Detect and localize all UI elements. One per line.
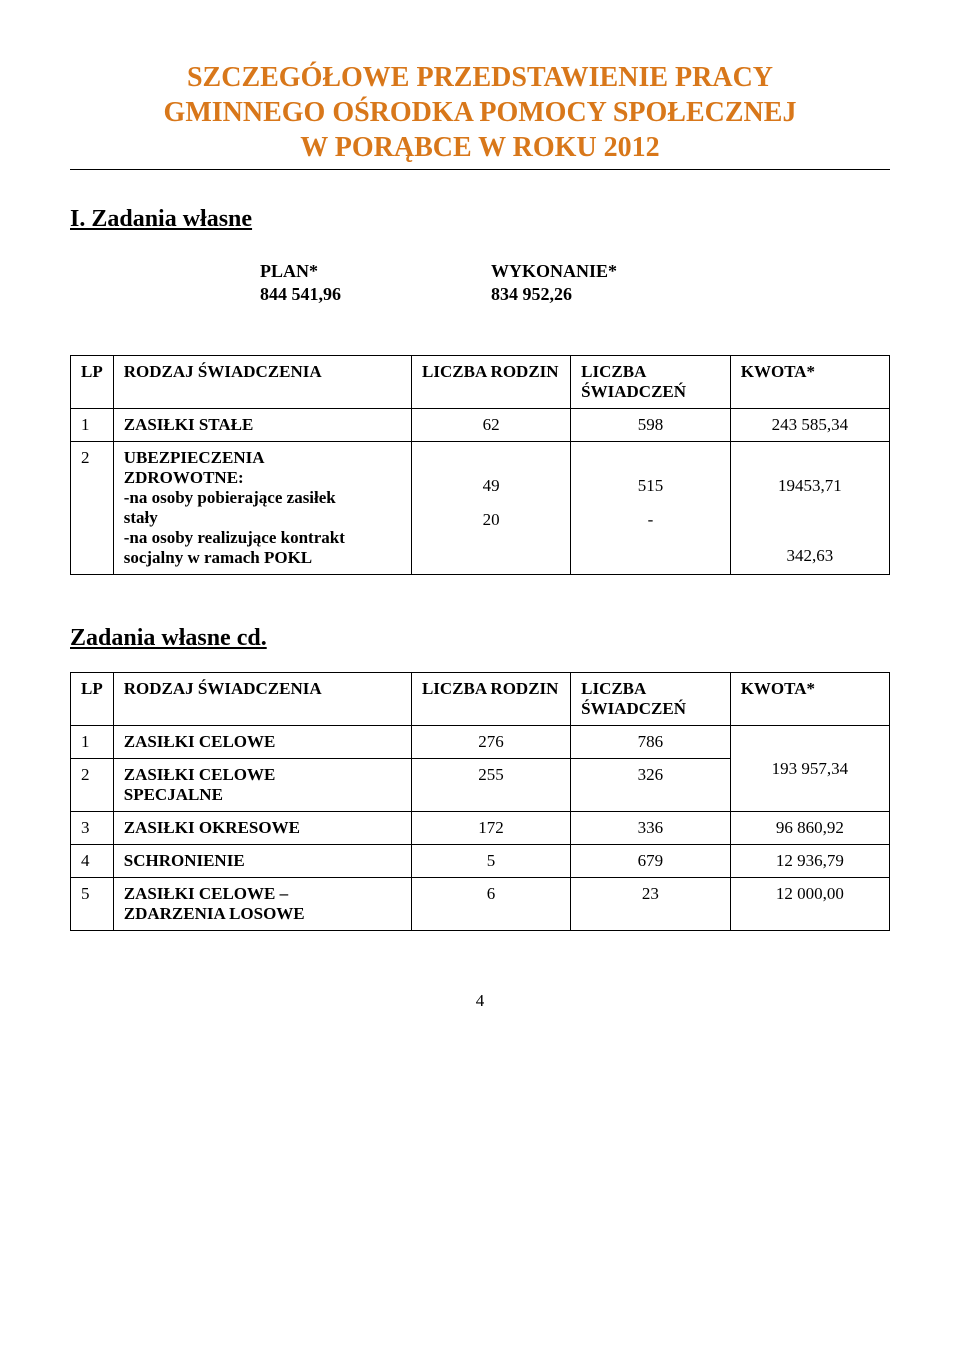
th-rodzaj: RODZAJ ŚWIADCZENIA <box>113 673 411 726</box>
plan-col: PLAN* 844 541,96 <box>260 261 341 305</box>
wykonanie-value: 834 952,26 <box>491 284 617 305</box>
cell-swiad: 786 <box>571 726 731 759</box>
cell-lp: 1 <box>71 409 114 442</box>
title-line-3: W PORĄBCE W ROKU 2012 <box>70 130 890 165</box>
document-title: SZCZEGÓŁOWE PRZEDSTAWIENIE PRACY GMINNEG… <box>70 60 890 165</box>
section-2-heading: Zadania własne cd. <box>70 625 890 652</box>
cell-rodzaj: ZASIŁKI STAŁE <box>113 409 411 442</box>
table-row: 2 UBEZPIECZENIA ZDROWOTNE: -na osoby pob… <box>71 442 890 575</box>
th-swiadczen: LICZBAŚWIADCZEŃ <box>571 673 731 726</box>
cell-lp: 2 <box>71 442 114 575</box>
th-kwota: KWOTA* <box>730 356 889 409</box>
plan-value: 844 541,96 <box>260 284 341 305</box>
cell-lp: 5 <box>71 878 114 931</box>
cell-kwota: 12 000,00 <box>730 878 889 931</box>
title-underline <box>70 169 890 170</box>
cell-kwota: 96 860,92 <box>730 812 889 845</box>
cell-kwota: 12 936,79 <box>730 845 889 878</box>
wykonanie-label: WYKONANIE* <box>491 261 617 282</box>
title-line-1: SZCZEGÓŁOWE PRZEDSTAWIENIE PRACY <box>70 60 890 95</box>
wykonanie-col: WYKONANIE* 834 952,26 <box>491 261 617 305</box>
cell-swiad: 598 <box>571 409 731 442</box>
th-rodzaj: RODZAJ ŚWIADCZENIA <box>113 356 411 409</box>
cell-rodzin: 49 20 <box>412 442 571 575</box>
table-row: 5 ZASIŁKI CELOWE –ZDARZENIA LOSOWE 6 23 … <box>71 878 890 931</box>
cell-rodzin: 5 <box>411 845 570 878</box>
th-rodzin: LICZBA RODZIN <box>412 356 571 409</box>
th-lp: LP <box>71 356 114 409</box>
cell-lp: 3 <box>71 812 114 845</box>
cell-kwota: 19453,71 342,63 <box>730 442 889 575</box>
cell-kwota-merged: 193 957,34 <box>730 726 889 812</box>
table-row: 1 ZASIŁKI STAŁE 62 598 243 585,34 <box>71 409 890 442</box>
title-line-2: GMINNEGO OŚRODKA POMOCY SPOŁECZNEJ <box>70 95 890 130</box>
th-swiadczen: LICZBAŚWIADCZEŃ <box>571 356 731 409</box>
plan-label: PLAN* <box>260 261 341 282</box>
table-1-header-row: LP RODZAJ ŚWIADCZENIA LICZBA RODZIN LICZ… <box>71 356 890 409</box>
cell-rodzaj: SCHRONIENIE <box>113 845 411 878</box>
page-number: 4 <box>70 991 890 1011</box>
th-kwota: KWOTA* <box>730 673 889 726</box>
cell-rodzin: 62 <box>412 409 571 442</box>
section-1-heading: I. Zadania własne <box>70 206 890 233</box>
cell-rodzaj: ZASIŁKI CELOWE –ZDARZENIA LOSOWE <box>113 878 411 931</box>
th-lp: LP <box>71 673 114 726</box>
cell-swiad: 515 - <box>571 442 731 575</box>
cell-rodzaj: UBEZPIECZENIA ZDROWOTNE: -na osoby pobie… <box>113 442 411 575</box>
cell-lp: 2 <box>71 759 114 812</box>
cell-rodzin: 255 <box>411 759 570 812</box>
cell-kwota: 243 585,34 <box>730 409 889 442</box>
cell-lp: 1 <box>71 726 114 759</box>
cell-swiad: 679 <box>571 845 731 878</box>
table-2-header-row: LP RODZAJ ŚWIADCZENIA LICZBA RODZIN LICZ… <box>71 673 890 726</box>
cell-swiad: 23 <box>571 878 731 931</box>
cell-rodzin: 6 <box>411 878 570 931</box>
table-row: 1 ZASIŁKI CELOWE 276 786 193 957,34 <box>71 726 890 759</box>
cell-rodzin: 276 <box>411 726 570 759</box>
cell-swiad: 326 <box>571 759 731 812</box>
cell-rodzaj: ZASIŁKI CELOWESPECJALNE <box>113 759 411 812</box>
plan-wykonanie-row: PLAN* 844 541,96 WYKONANIE* 834 952,26 <box>260 261 890 305</box>
table-row: 3 ZASIŁKI OKRESOWE 172 336 96 860,92 <box>71 812 890 845</box>
cell-rodzaj: ZASIŁKI CELOWE <box>113 726 411 759</box>
table-row: 4 SCHRONIENIE 5 679 12 936,79 <box>71 845 890 878</box>
table-2: LP RODZAJ ŚWIADCZENIA LICZBA RODZIN LICZ… <box>70 672 890 931</box>
cell-rodzaj: ZASIŁKI OKRESOWE <box>113 812 411 845</box>
th-rodzin: LICZBA RODZIN <box>411 673 570 726</box>
cell-rodzin: 172 <box>411 812 570 845</box>
table-1: LP RODZAJ ŚWIADCZENIA LICZBA RODZIN LICZ… <box>70 355 890 575</box>
cell-lp: 4 <box>71 845 114 878</box>
cell-swiad: 336 <box>571 812 731 845</box>
